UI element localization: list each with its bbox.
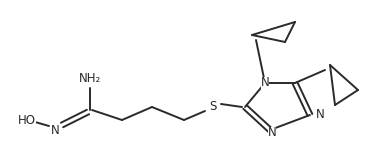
Text: HO: HO [18, 114, 36, 127]
Text: N: N [51, 123, 59, 136]
Text: NH₂: NH₂ [79, 71, 101, 84]
Text: N: N [261, 77, 269, 89]
Text: S: S [209, 100, 217, 114]
Text: N: N [315, 109, 324, 121]
Text: N: N [268, 127, 276, 139]
